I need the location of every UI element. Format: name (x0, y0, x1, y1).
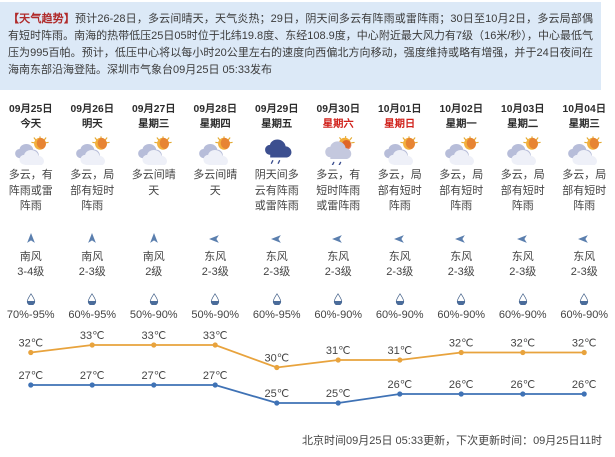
svg-text:26℃: 26℃ (511, 379, 536, 391)
svg-text:25℃: 25℃ (265, 388, 290, 400)
svg-text:27℃: 27℃ (203, 370, 228, 382)
svg-text:32℃: 32℃ (511, 338, 536, 350)
svg-text:32℃: 32℃ (572, 338, 597, 350)
svg-text:27℃: 27℃ (142, 370, 167, 382)
svg-text:31℃: 31℃ (326, 345, 351, 357)
svg-text:26℃: 26℃ (572, 379, 597, 391)
svg-text:32℃: 32℃ (19, 338, 44, 350)
svg-text:27℃: 27℃ (19, 370, 44, 382)
svg-text:33℃: 33℃ (203, 330, 228, 342)
svg-text:32℃: 32℃ (449, 338, 474, 350)
svg-text:33℃: 33℃ (80, 330, 105, 342)
svg-text:25℃: 25℃ (326, 388, 351, 400)
svg-text:27℃: 27℃ (80, 370, 105, 382)
svg-text:30℃: 30℃ (265, 353, 290, 365)
svg-text:31℃: 31℃ (388, 345, 413, 357)
svg-text:26℃: 26℃ (449, 379, 474, 391)
svg-text:26℃: 26℃ (388, 379, 413, 391)
svg-text:33℃: 33℃ (142, 330, 167, 342)
